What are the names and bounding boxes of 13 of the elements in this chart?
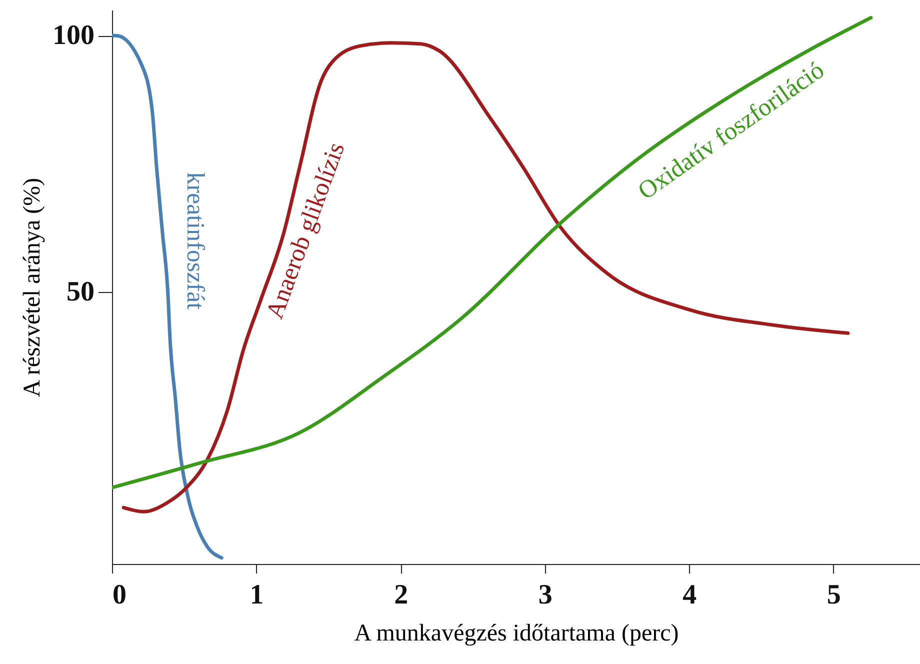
y-tick-label: 100 xyxy=(52,20,94,52)
text: kreatinfoszfát xyxy=(182,172,209,310)
y-axis-title: A részvétel aránya (%) xyxy=(20,178,46,398)
x-tick-label: 4 xyxy=(682,580,697,610)
x-tick-label: 3 xyxy=(538,580,552,610)
line-series xyxy=(112,34,224,560)
x-tick-label: 2 xyxy=(394,580,408,610)
x-tick-label: 1 xyxy=(250,580,264,610)
x-tick-label: 5 xyxy=(826,580,841,610)
x-tick-label: 0 xyxy=(112,580,126,610)
text: Anaerob glikolízis xyxy=(261,139,350,322)
x-axis-title: A munkavégzés időtartama (perc) xyxy=(354,620,679,646)
y-tick-label: 50 xyxy=(66,276,94,308)
